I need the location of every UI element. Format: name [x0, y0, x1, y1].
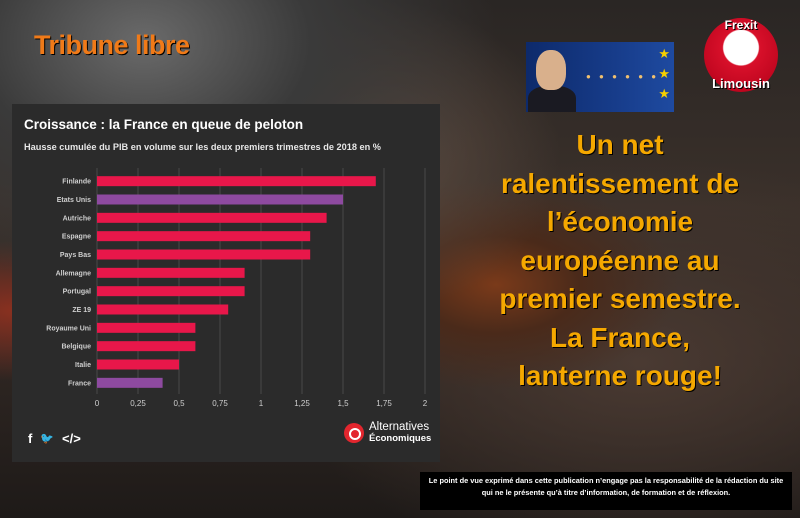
bar	[97, 341, 196, 352]
facebook-icon[interactable]: f	[28, 431, 33, 446]
bar	[97, 212, 327, 223]
logo-line-2: Économiques	[369, 433, 432, 444]
chart-subtitle: Hausse cumulée du PIB en volume sur les …	[24, 142, 381, 152]
disclaimer: Le point de vue exprimé dans cette publi…	[420, 472, 792, 510]
headline-line: Un net	[576, 129, 664, 160]
photo-suit	[528, 86, 576, 112]
bar	[97, 377, 163, 388]
x-tick-label: 1,25	[294, 399, 310, 408]
chart-title: Croissance : la France en queue de pelot…	[24, 117, 304, 132]
frexit-limousin-logo: Frexit Limousin	[704, 16, 778, 98]
logo-mark-icon	[344, 423, 364, 443]
category-label: Finlande	[62, 179, 91, 186]
headline-line: La France,	[549, 321, 691, 353]
category-label: ZE 19	[72, 307, 91, 314]
bar	[97, 231, 311, 242]
logo-words: Alternatives Économiques	[369, 421, 432, 444]
headline-line: ralentissement de	[500, 167, 740, 199]
headline-line: européenne au	[520, 244, 720, 276]
category-label: Royaume Uni	[46, 325, 91, 332]
bar	[97, 267, 245, 278]
headline-line: l’économie	[546, 206, 694, 237]
tribune-libre-label: Tribune libre	[34, 30, 190, 60]
alternatives-economiques-logo: Alternatives Économiques	[344, 421, 432, 444]
bar	[97, 304, 229, 315]
category-label: Belgique	[61, 344, 91, 351]
photo-face	[536, 50, 566, 90]
x-tick-label: 0	[95, 399, 100, 408]
embed-icon[interactable]: </>	[62, 431, 81, 446]
share-bar: f 🐦 </>	[28, 431, 81, 446]
bar	[97, 249, 311, 260]
logo-line-1: Alternatives	[369, 421, 430, 433]
planet-dots: ● ● ● ● ● ●	[586, 72, 660, 81]
headline: Un net ralentissement de l’économie euro…	[440, 126, 800, 396]
bar	[97, 359, 179, 370]
x-tick-label: 1,75	[376, 399, 392, 408]
chart-card: 0 0,25 0,5 0,75 1 1,25 1,5 1,75 2 Finlande Etats U…	[12, 104, 440, 462]
bar-chart: 0 0,25 0,5 0,75 1 1,25 1,5 1,75 2 Finlande Etats U…	[46, 168, 428, 408]
category-label: Autriche	[63, 215, 92, 222]
x-tick-label: 1	[259, 399, 264, 408]
x-tick-label: 0,25	[130, 399, 146, 408]
category-label: Italie	[75, 362, 91, 369]
x-tick-label: 0,75	[212, 399, 228, 408]
badge-circle	[704, 18, 778, 92]
bar	[97, 176, 376, 187]
category-label: Allemagne	[56, 270, 92, 277]
headline-line: premier semestre.	[499, 283, 741, 314]
eu-stars-icon: ★ ★ ★	[658, 46, 670, 101]
category-label: France	[68, 380, 91, 387]
category-label: Portugal	[63, 289, 91, 296]
president-photo: ● ● ● ● ● ● ★ ★ ★	[526, 42, 674, 112]
bar	[97, 194, 343, 205]
twitter-icon[interactable]: 🐦	[40, 433, 55, 445]
bar	[97, 286, 245, 297]
bar	[97, 322, 196, 333]
x-tick-label: 2	[423, 399, 428, 408]
category-label: Etats Unis	[57, 197, 91, 204]
category-label: Pays Bas	[60, 252, 91, 259]
category-label: Espagne	[62, 234, 91, 241]
headline-line: lanterne rouge!	[518, 360, 722, 391]
badge-top-text: Frexit	[724, 18, 758, 32]
badge-bottom-text: Limousin	[712, 76, 770, 91]
x-tick-label: 1,5	[337, 399, 349, 408]
x-tick-label: 0,5	[173, 399, 185, 408]
